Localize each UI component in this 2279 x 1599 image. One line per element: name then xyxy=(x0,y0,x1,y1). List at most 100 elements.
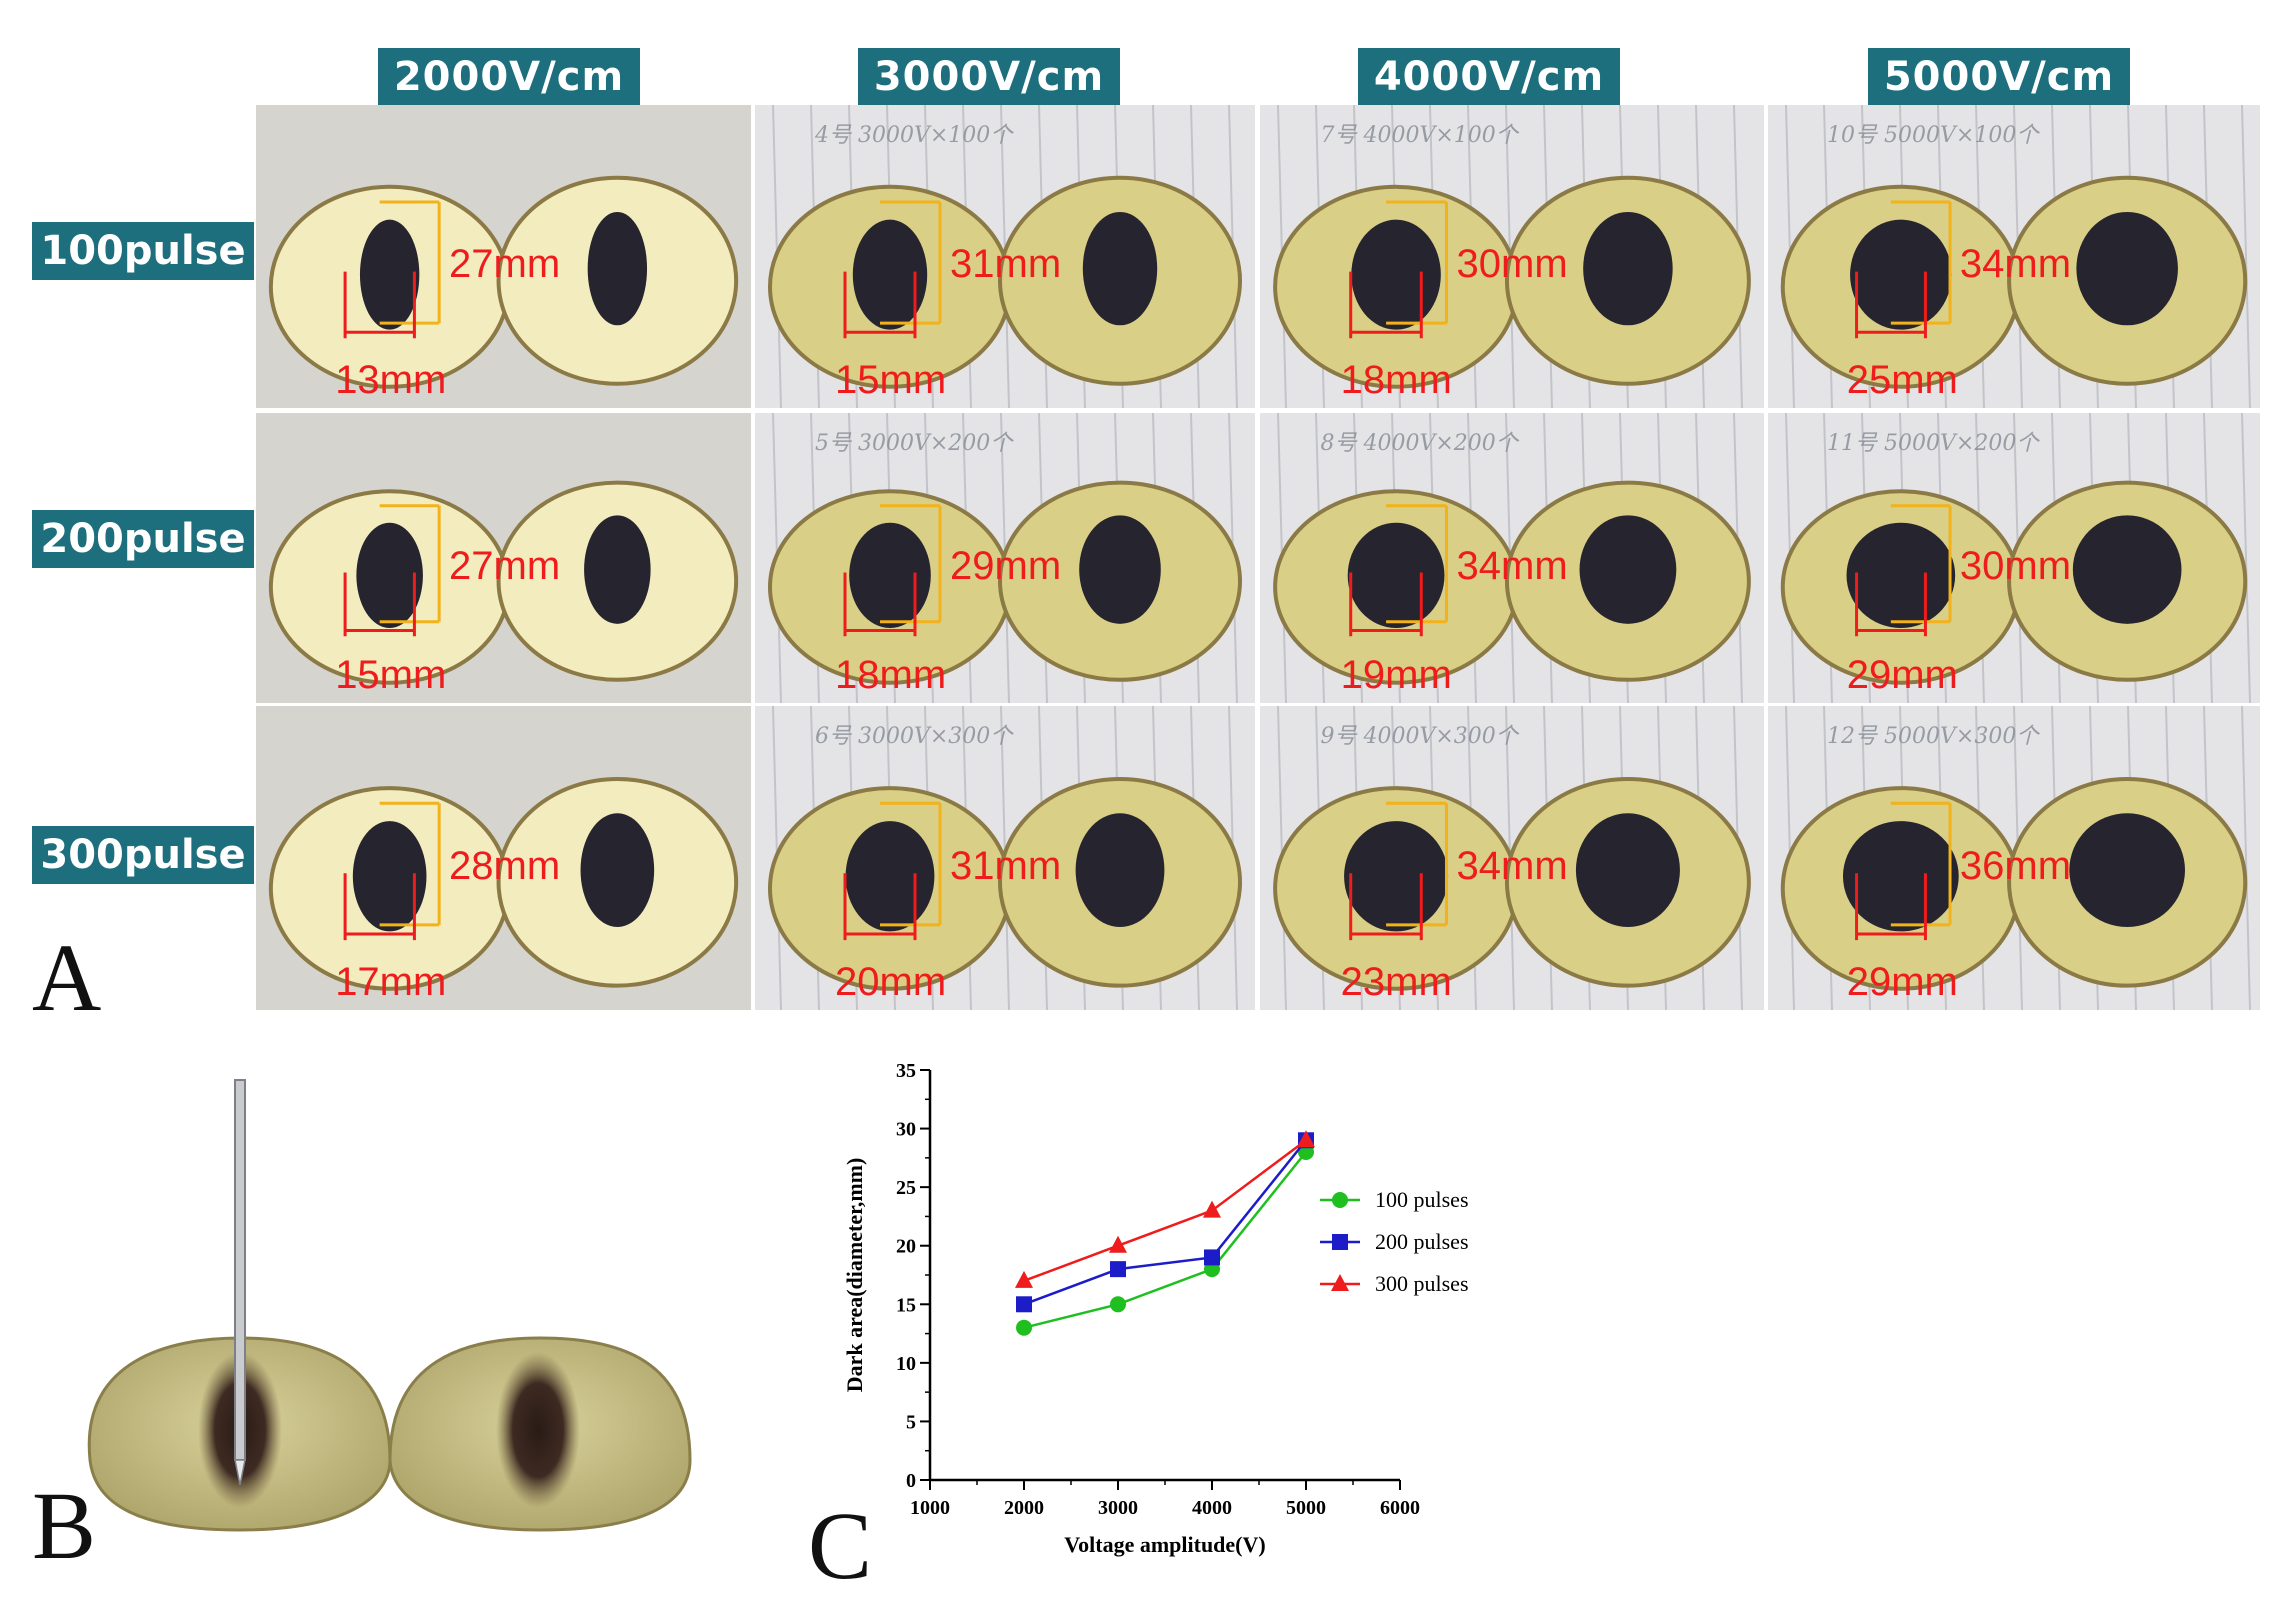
length-bracket xyxy=(1386,200,1448,325)
dark-ablation-zone xyxy=(1075,813,1165,928)
dark-area-right xyxy=(496,1352,580,1508)
photo-cell: 27mm 15mm xyxy=(256,413,751,703)
photo-cell: 12号 5000V×300个 36mm 29mm xyxy=(1768,706,2260,1010)
dark-ablation-zone xyxy=(1846,522,1956,629)
x-tick-label: 3000 xyxy=(1098,1497,1138,1519)
width-bracket xyxy=(343,271,416,339)
panel-letter-a: A xyxy=(32,924,102,1031)
width-bracket xyxy=(1855,873,1927,941)
length-bracket xyxy=(379,504,441,624)
x-tick-label: 1000 xyxy=(910,1497,950,1519)
panel-c: 0 5 10 15 20 25 30 35 1000 2000 3000 4000 5000 6000 Vo… xyxy=(808,1040,1700,1594)
width-label: 25mm xyxy=(1846,358,1958,402)
y-tick-label: 0 xyxy=(906,1470,916,1492)
x-tick-label: 6000 xyxy=(1380,1497,1420,1519)
data-point xyxy=(1203,1200,1221,1218)
length-bracket xyxy=(1890,504,1952,624)
dark-ablation-zone xyxy=(1579,515,1677,624)
dark-ablation-zone xyxy=(1079,515,1161,624)
length-label: 30mm xyxy=(1959,544,2072,589)
width-label: 19mm xyxy=(1340,653,1452,697)
handwritten-note: 9号 4000V×300个 xyxy=(1320,724,1518,749)
handwritten-note: 6号 3000V×300个 xyxy=(815,724,1013,749)
y-tick-label: 35 xyxy=(896,1060,916,1082)
legend-label: 100 pulses xyxy=(1375,1187,1469,1212)
width-bracket xyxy=(1349,572,1423,637)
width-label: 15mm xyxy=(835,358,947,402)
width-label: 29mm xyxy=(1846,653,1958,697)
length-label: 34mm xyxy=(1456,843,1568,888)
length-label: 34mm xyxy=(1456,544,1568,589)
panel-letter-b: B xyxy=(32,1472,97,1579)
length-label: 28mm xyxy=(449,843,561,888)
column-header-4000: 4000V/cm xyxy=(1358,48,1620,106)
photo-cell: 9号 4000V×300个 34mm 23mm xyxy=(1260,706,1764,1010)
width-bracket xyxy=(843,271,917,339)
photo-cell: 7号 4000V×100个 30mm 18mm xyxy=(1260,105,1764,408)
length-bracket xyxy=(1890,200,1952,325)
width-label: 18mm xyxy=(835,653,947,697)
data-point xyxy=(1204,1249,1220,1266)
paper-rule-line xyxy=(2241,413,2251,703)
dark-ablation-zone xyxy=(2072,515,2182,624)
legend-label: 300 pulses xyxy=(1375,1271,1469,1296)
width-bracket xyxy=(1349,271,1423,339)
length-bracket xyxy=(1386,504,1448,624)
dark-ablation-zone xyxy=(580,813,655,928)
dark-ablation-zone xyxy=(1575,813,1680,928)
photo-cell: 5号 3000V×200个 29mm 18mm xyxy=(755,413,1255,703)
length-bracket xyxy=(379,801,441,927)
width-bracket xyxy=(1349,873,1423,941)
y-tick-label: 25 xyxy=(896,1177,916,1199)
data-point xyxy=(1110,1296,1126,1313)
width-bracket xyxy=(1855,271,1927,339)
paper-rule-line xyxy=(2241,105,2251,408)
handwritten-note: 4号 3000V×100个 xyxy=(815,123,1013,148)
length-label: 36mm xyxy=(1959,843,2072,888)
length-label: 31mm xyxy=(950,843,1062,888)
length-label: 31mm xyxy=(950,242,1062,287)
panel-a: 2000V/cm 3000V/cm 4000V/cm 5000V/cm 100p… xyxy=(32,48,2260,1026)
y-axis-label: Dark area(diameter,mm) xyxy=(842,1158,867,1393)
length-bracket xyxy=(1890,801,1952,927)
dark-ablation-zone xyxy=(1347,522,1445,629)
handwritten-note: 5号 3000V×200个 xyxy=(815,431,1013,456)
length-label: 27mm xyxy=(449,544,561,589)
dark-ablation-zone xyxy=(1583,211,1673,326)
length-label: 34mm xyxy=(1959,242,2072,287)
data-point xyxy=(1110,1261,1126,1278)
photo-cell: 6号 3000V×300个 31mm 20mm xyxy=(755,706,1255,1010)
row-header-100: 100pulse xyxy=(32,222,254,280)
paper-rule-line xyxy=(2241,706,2251,1010)
series-line xyxy=(1023,1151,1307,1329)
legend-marker xyxy=(1331,1274,1349,1291)
x-tick-label: 5000 xyxy=(1286,1497,1326,1519)
dark-ablation-zone xyxy=(852,219,928,330)
handwritten-note: 8号 4000V×200个 xyxy=(1320,431,1518,456)
column-header-2000: 2000V/cm xyxy=(378,48,640,106)
needle-electrode xyxy=(234,1079,246,1461)
column-header-5000: 5000V/cm xyxy=(1868,48,2130,106)
data-point xyxy=(1016,1319,1032,1336)
length-label: 27mm xyxy=(449,242,561,287)
dark-ablation-zone xyxy=(1842,821,1959,932)
legend-marker xyxy=(1332,1192,1348,1208)
width-label: 13mm xyxy=(335,358,447,402)
series-line xyxy=(1023,1139,1307,1283)
row-header-300: 300pulse xyxy=(32,826,254,884)
photo-cell: 4号 3000V×100个 31mm 15mm xyxy=(755,105,1255,408)
y-tick-label: 5 xyxy=(906,1411,916,1433)
width-bracket xyxy=(343,873,416,941)
y-tick-label: 30 xyxy=(896,1119,916,1141)
photo-cell: 10号 5000V×100个 34mm 25mm xyxy=(1768,105,2260,408)
potato-electrode-illustration xyxy=(87,1079,692,1532)
line-chart: 0 5 10 15 20 25 30 35 1000 2000 3000 4000 5000 6000 Vo… xyxy=(842,1060,1469,1557)
width-bracket xyxy=(843,572,917,637)
photo-cell: 28mm 17mm xyxy=(256,706,751,1010)
column-header-3000: 3000V/cm xyxy=(858,48,1120,106)
dark-ablation-zone xyxy=(1850,219,1952,330)
row-header-200: 200pulse xyxy=(32,510,254,568)
dark-ablation-zone xyxy=(359,219,420,330)
length-label: 29mm xyxy=(950,544,1062,589)
handwritten-note: 12号 5000V×300个 xyxy=(1827,724,2039,749)
